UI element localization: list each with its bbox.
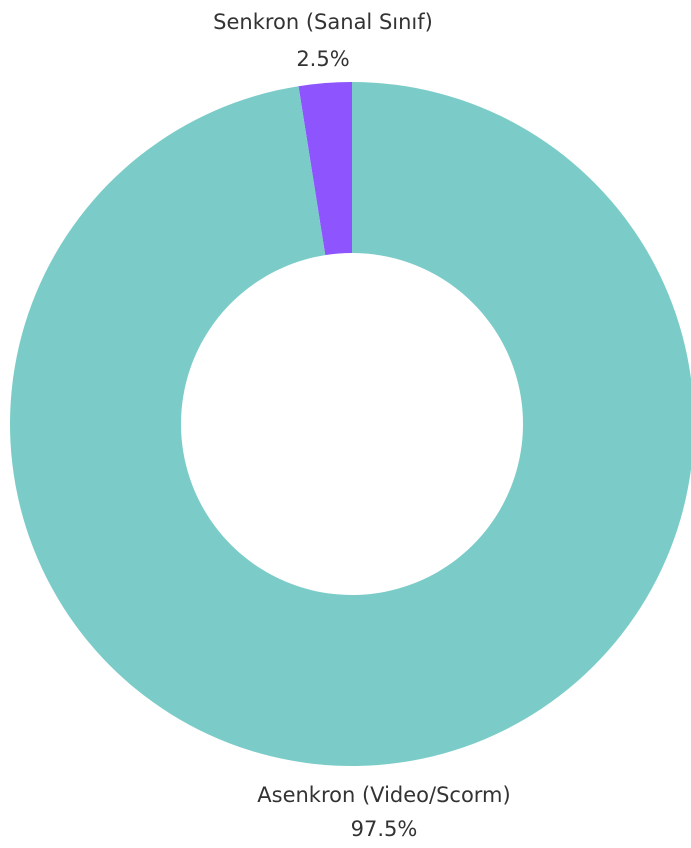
slice-label-senkron: Senkron (Sanal Sınıf)	[213, 10, 433, 34]
slice-label-asenkron: Asenkron (Video/Scorm)	[257, 783, 510, 807]
donut-slice-0	[298, 82, 352, 256]
slice-value-asenkron: 97.5%	[351, 817, 418, 841]
donut-slices	[10, 82, 691, 766]
donut-slice-1	[10, 82, 691, 766]
slice-value-senkron: 2.5%	[296, 47, 349, 71]
